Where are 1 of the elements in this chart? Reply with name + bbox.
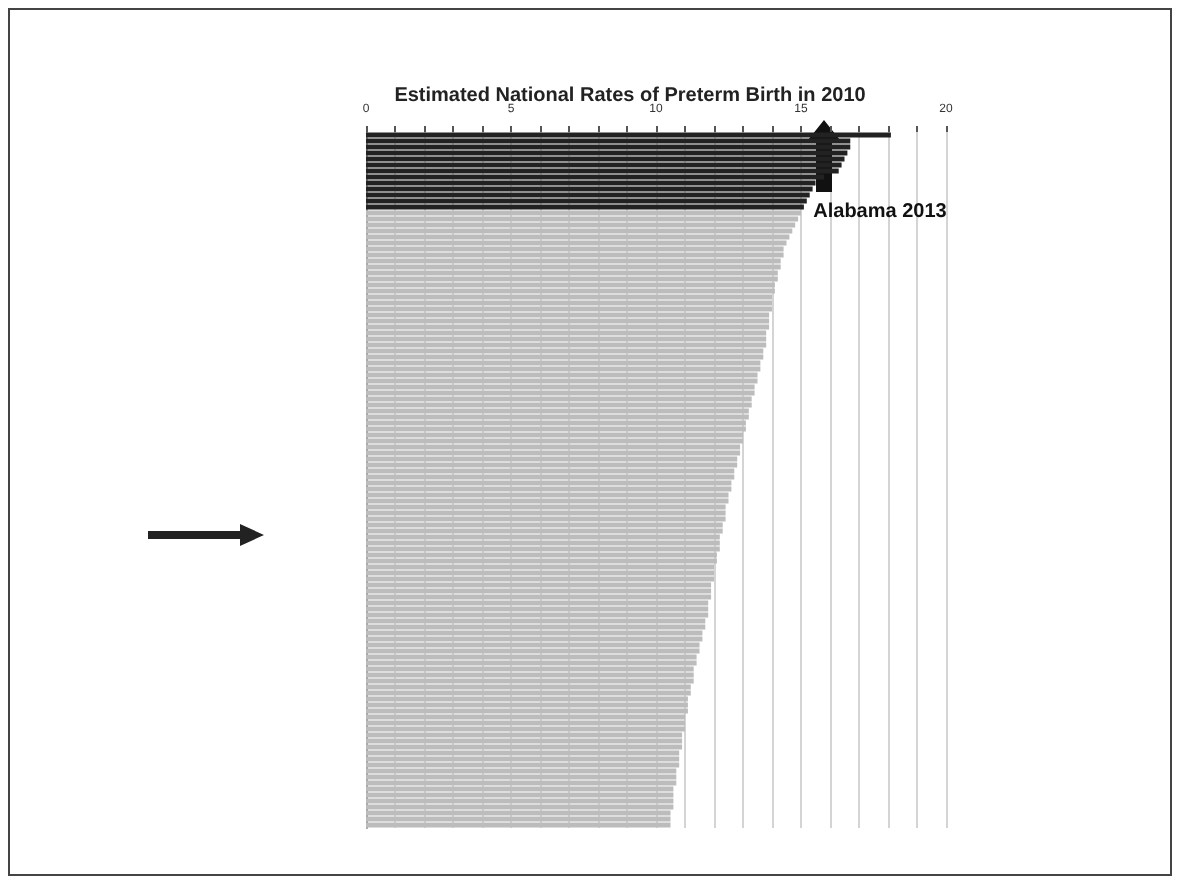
annotation: Alabama 2013 bbox=[813, 201, 948, 223]
